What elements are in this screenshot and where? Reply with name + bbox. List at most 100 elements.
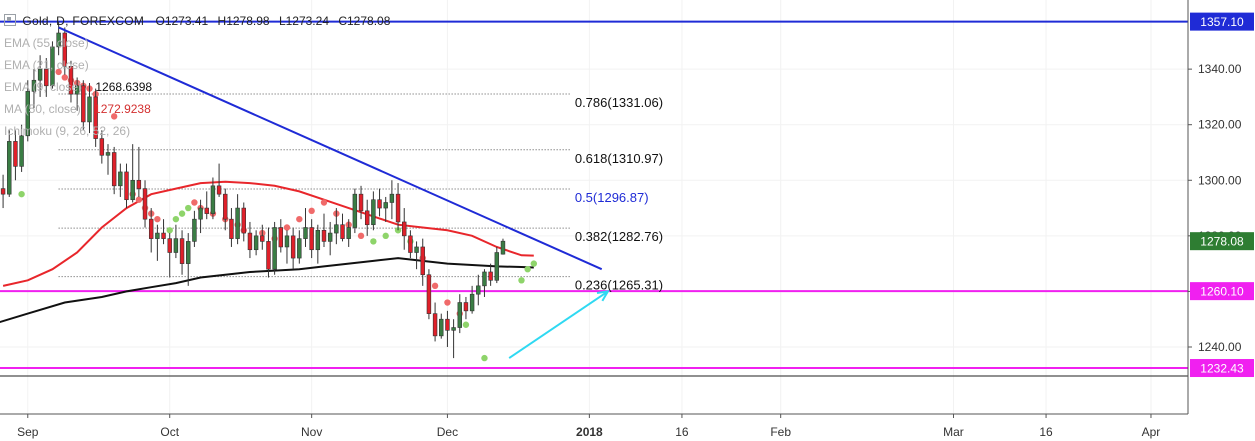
candle-body [253,235,259,251]
trendline [58,26,603,271]
candle-body [420,246,425,276]
candle-body [247,232,253,251]
candle-body [358,193,364,212]
candle-body [68,66,74,95]
candle-body [0,188,6,195]
candle-body [198,207,203,220]
candle-body [50,46,55,87]
candle-body [179,238,185,264]
candle-body [87,96,92,123]
candle-body [105,152,111,156]
candle-body [235,207,240,239]
candle-body [62,32,68,67]
psar-dot [444,299,451,306]
psar-dot [530,260,538,267]
indicator-label: MA (50, close) [4,102,81,116]
resistance-badge-label: 1357.10 [1200,15,1244,29]
psar-dot [370,238,377,245]
candle-body [482,271,487,287]
instrument-row[interactable]: Gold, D, FOREXCOM O1273.41 H1278.98 L127… [4,10,396,32]
time-tick-label: Nov [301,425,322,439]
candle-body [192,218,197,242]
psar-dot [166,227,173,234]
indicator-row-ema21[interactable]: EMA (21, close) [4,54,396,76]
ohlc-values: O1273.41 H1278.98 L1273.24 C1278.08 [155,14,396,28]
candle-body [327,232,333,242]
support-1-badge [1190,282,1254,301]
candle-body [321,229,327,242]
psar-dot [296,215,303,223]
indicator-label: Ichimoku (9, 26, 52, 26) [4,124,131,138]
candle-body [402,221,407,237]
last-price-badge-label: 1278.08 [1200,235,1244,249]
symbol-icon[interactable] [4,14,16,26]
candle-body [210,185,216,214]
close-value: C1278.08 [338,14,391,28]
resistance-badge [1190,12,1254,31]
indicator-row-ichimoku[interactable]: Ichimoku (9, 26, 52, 26) [4,120,396,142]
candle-body [216,185,222,195]
candle-body [346,227,351,239]
instrument-title[interactable]: Gold, D, FOREXCOM [22,14,145,28]
psar-dot [135,196,143,203]
candle-body [44,68,49,87]
candle-body [340,224,345,239]
projection-arrow-head [596,290,610,302]
time-tick-label: Sep [17,425,39,439]
candle-body [25,91,30,137]
last-price-badge [1190,232,1254,251]
time-tick-label: Dec [437,425,458,439]
candle-body [500,240,506,255]
psar-dot [283,224,291,231]
drawings[interactable] [58,26,610,359]
candle-body [56,32,61,48]
candle-body [155,232,160,239]
time-tick-label: 16 [675,425,689,439]
candle-body [19,135,24,167]
candle-body [229,218,234,239]
candle-body [494,252,500,281]
candle-body [414,246,419,253]
candle-body [352,193,358,228]
support-1-badge-label: 1260.10 [1200,285,1244,299]
indicator-row-ema9[interactable]: EMA (9, close) 1268.6398 [4,76,396,98]
high-value: H1278.98 [217,14,270,28]
indicator-row-ma50[interactable]: MA (50, close) 1272.9238 [4,98,396,120]
ma50-line [2,180,534,287]
psar-dot [518,277,525,284]
candle-body [278,227,284,248]
candle-body [364,210,370,226]
time-scale-background [0,414,1255,441]
candles[interactable] [0,21,506,359]
indicator-value: 1272.9238 [94,102,151,116]
psar-dot [320,199,328,206]
low-value: L1273.24 [278,14,329,28]
candle-body [476,285,481,295]
candle-body [37,68,43,81]
candle-body [445,318,450,331]
psar-dot [110,113,118,120]
moving-averages [0,180,534,324]
psar-dot [178,210,186,217]
candle-body [389,193,395,203]
fibonacci-retracement[interactable]: 0.786(1331.06) 0.618(1310.97) 0.5(1296.87)… [58,93,663,293]
candle-body [395,193,401,223]
time-tick-label: Feb [770,425,791,439]
time-tick-label: 2018 [576,425,603,439]
candle-body [223,193,228,220]
candle-body [469,293,475,312]
indicator-label: EMA (9, close) [4,80,83,94]
ma200-line [0,257,534,324]
candle-body [377,199,382,209]
candle-body [272,227,277,270]
fib-label-0.5: 0.5(1296.87) [575,190,649,205]
fib-label-0.236: 0.236(1265.31) [575,278,663,293]
psar-dot [462,321,470,328]
candle-body [371,199,376,226]
candle-body [408,235,413,253]
indicator-row-ema55[interactable]: EMA (55, close) [4,32,396,54]
price-tick-label: 1340.00 [1198,62,1242,76]
psar-dot [61,74,68,81]
candle-body [13,141,18,167]
